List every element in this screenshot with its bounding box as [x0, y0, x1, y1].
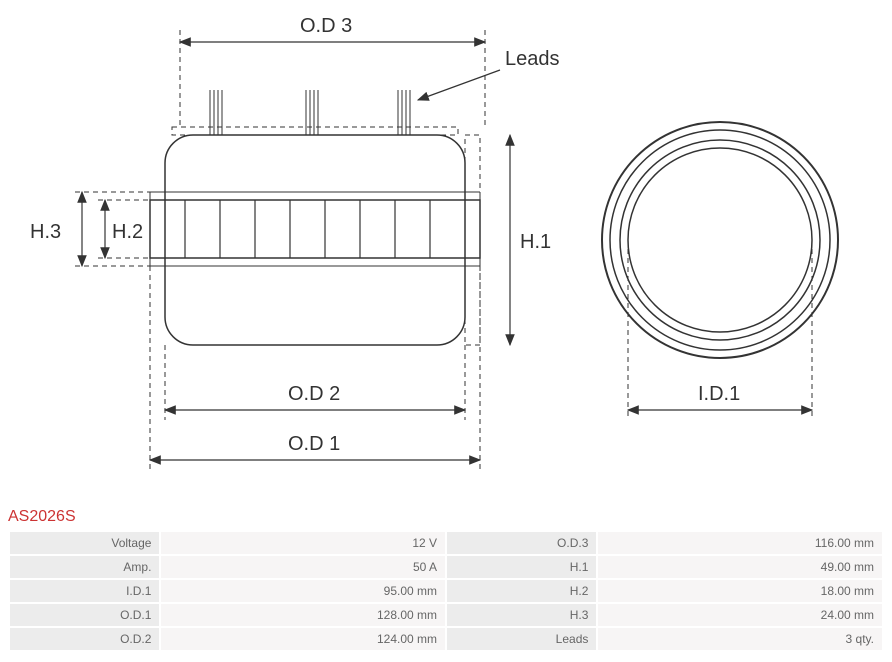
spec-label: H.2 — [447, 580, 596, 602]
id1-label: I.D.1 — [698, 383, 740, 405]
spec-label: O.D.3 — [447, 532, 596, 554]
ring-view: I.D.1 — [602, 122, 838, 420]
spec-value: 50 A — [161, 556, 445, 578]
spec-value: 24.00 mm — [598, 604, 882, 626]
spec-label: I.D.1 — [10, 580, 159, 602]
od1-label: O.D 1 — [288, 433, 340, 455]
spec-label: Amp. — [10, 556, 159, 578]
spec-value: 116.00 mm — [598, 532, 882, 554]
od3-label: O.D 3 — [300, 15, 352, 37]
table-row: Amp. 50 A H.1 49.00 mm — [10, 556, 882, 578]
dimension-diagram: Leads — [0, 0, 892, 500]
spec-value: 124.00 mm — [161, 628, 445, 650]
spec-label: O.D.1 — [10, 604, 159, 626]
leads-label: Leads — [505, 48, 560, 70]
spec-table: Voltage 12 V O.D.3 116.00 mm Amp. 50 A H… — [8, 530, 884, 652]
spec-label: O.D.2 — [10, 628, 159, 650]
spec-value: 95.00 mm — [161, 580, 445, 602]
h3-label: H.3 — [30, 221, 61, 243]
spec-label: H.3 — [447, 604, 596, 626]
spec-value: 49.00 mm — [598, 556, 882, 578]
side-view: Leads — [30, 15, 560, 470]
spec-value: 18.00 mm — [598, 580, 882, 602]
h1-label: H.1 — [520, 231, 551, 253]
table-row: Voltage 12 V O.D.3 116.00 mm — [10, 532, 882, 554]
table-row: I.D.1 95.00 mm H.2 18.00 mm — [10, 580, 882, 602]
table-row: O.D.2 124.00 mm Leads 3 qty. — [10, 628, 882, 650]
spec-label: Voltage — [10, 532, 159, 554]
h2-label: H.2 — [112, 221, 143, 243]
od2-label: O.D 2 — [288, 383, 340, 405]
table-row: O.D.1 128.00 mm H.3 24.00 mm — [10, 604, 882, 626]
part-number: AS2026S — [8, 508, 76, 526]
spec-label: H.1 — [447, 556, 596, 578]
spec-value: 128.00 mm — [161, 604, 445, 626]
spec-value: 12 V — [161, 532, 445, 554]
spec-label: Leads — [447, 628, 596, 650]
spec-value: 3 qty. — [598, 628, 882, 650]
